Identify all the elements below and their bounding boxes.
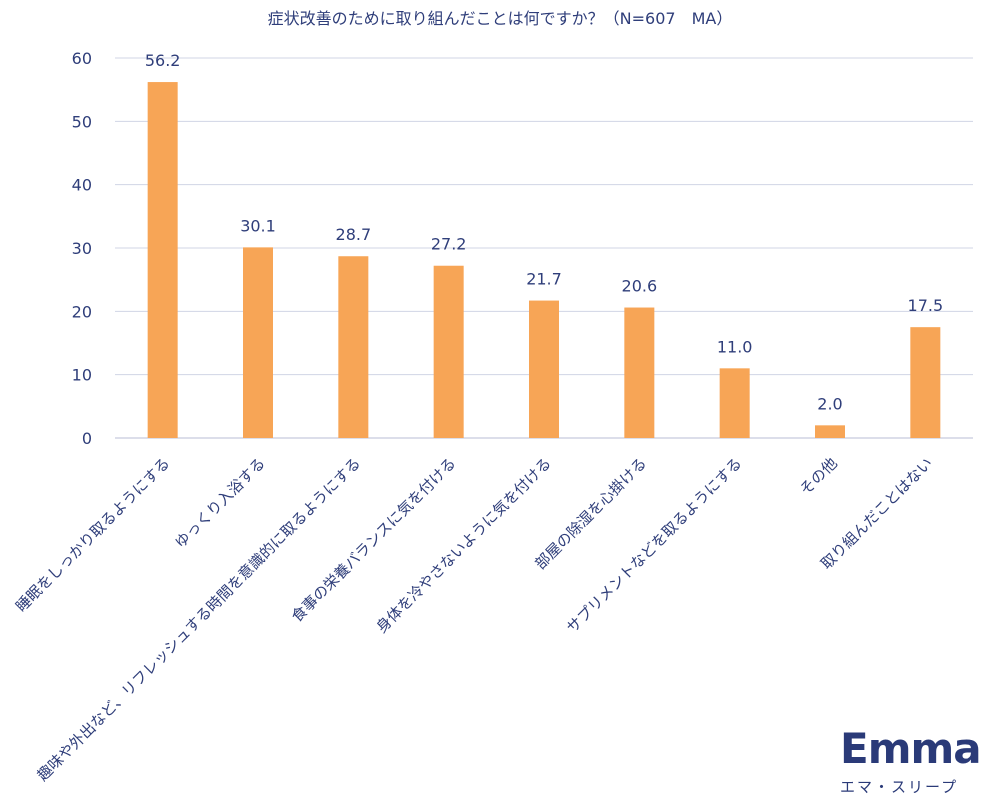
- bar: [243, 247, 273, 438]
- data-label: 20.6: [622, 277, 658, 296]
- data-label: 21.7: [526, 270, 562, 289]
- y-tick-label: 40: [72, 176, 92, 195]
- x-tick-label: ゆっくり入浴する: [171, 454, 269, 552]
- brand-subtitle: エマ・スリープ: [840, 778, 959, 796]
- data-label: 30.1: [240, 216, 276, 235]
- brand-logo-text: Emma: [840, 724, 982, 773]
- y-tick-label: 30: [72, 239, 92, 258]
- bar: [910, 327, 941, 438]
- bar: [624, 307, 655, 438]
- bar: [147, 82, 178, 439]
- x-tick-label: その他: [796, 454, 841, 499]
- y-tick-label: 60: [72, 49, 92, 68]
- x-tick-label: 身体を冷やさないように気を付ける: [373, 454, 555, 636]
- data-labels: 56.2 30.1 28.7 27.2 21.7 20.6 11.0 2.0 17.5: [145, 51, 943, 413]
- bar: [815, 425, 845, 438]
- y-tick-label: 10: [72, 366, 92, 385]
- data-label: 27.2: [431, 235, 467, 254]
- x-tick-label: 趣味や外出など、リフレッシュする時間を意識的に取るようにする: [34, 454, 365, 785]
- bar: [338, 256, 369, 438]
- brand-logo: Emma エマ・スリープ: [840, 728, 990, 797]
- y-tick-label: 50: [72, 112, 92, 131]
- x-tick-label: 食事の栄養バランスに気を付ける: [288, 454, 460, 626]
- chart-title: 症状改善のために取り組んだことは何ですか？（N=607 MA）: [268, 9, 733, 28]
- bar: [433, 265, 464, 438]
- data-label: 11.0: [717, 337, 753, 356]
- x-axis-labels: 睡眠をしっかり取るようにするゆっくり入浴する趣味や外出など、リフレッシュする時間…: [12, 454, 936, 785]
- data-label: 28.7: [336, 225, 372, 244]
- x-tick-label: 睡眠をしっかり取るようにする: [12, 454, 173, 615]
- bar: [529, 300, 559, 438]
- data-label: 17.5: [908, 296, 944, 315]
- x-tick-label: サプリメントなどを取るようにする: [563, 454, 746, 637]
- y-tick-label: 0: [82, 429, 92, 448]
- data-label: 2.0: [817, 394, 842, 413]
- bar: [719, 368, 750, 438]
- bars: [147, 82, 941, 439]
- y-tick-label: 20: [72, 302, 92, 321]
- data-label: 56.2: [145, 51, 181, 70]
- y-axis-ticks: 0 10 20 30 40 50 60: [72, 49, 92, 448]
